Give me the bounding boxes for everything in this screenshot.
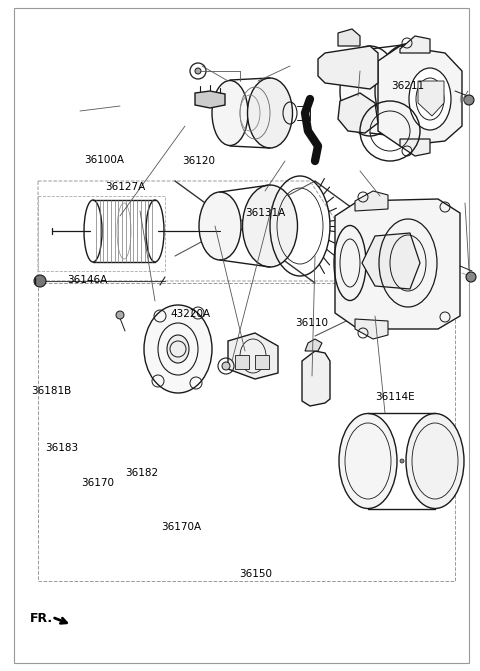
Circle shape bbox=[222, 362, 230, 370]
Polygon shape bbox=[335, 199, 460, 329]
Polygon shape bbox=[338, 29, 360, 46]
Text: 36182: 36182 bbox=[125, 468, 158, 478]
Ellipse shape bbox=[339, 413, 397, 509]
Ellipse shape bbox=[409, 68, 451, 130]
Polygon shape bbox=[305, 339, 322, 351]
Ellipse shape bbox=[212, 81, 248, 146]
Bar bbox=[235, 355, 249, 369]
Ellipse shape bbox=[167, 335, 189, 363]
Text: 36150: 36150 bbox=[239, 569, 272, 578]
Polygon shape bbox=[338, 93, 378, 133]
Circle shape bbox=[195, 68, 201, 74]
Polygon shape bbox=[318, 46, 378, 89]
Text: 36100A: 36100A bbox=[84, 155, 124, 164]
Text: 36146A: 36146A bbox=[67, 276, 108, 285]
Polygon shape bbox=[355, 191, 388, 211]
Polygon shape bbox=[355, 319, 388, 339]
Bar bbox=[255, 355, 269, 369]
Ellipse shape bbox=[144, 305, 212, 393]
Ellipse shape bbox=[406, 413, 464, 509]
Polygon shape bbox=[302, 351, 330, 406]
Circle shape bbox=[400, 459, 404, 463]
Text: 36110: 36110 bbox=[295, 319, 328, 328]
Ellipse shape bbox=[199, 192, 241, 260]
Circle shape bbox=[466, 272, 476, 282]
Text: 36211: 36211 bbox=[391, 81, 424, 91]
Ellipse shape bbox=[248, 78, 292, 148]
Text: 36120: 36120 bbox=[182, 156, 216, 166]
Text: 36170: 36170 bbox=[82, 478, 115, 488]
Polygon shape bbox=[228, 333, 278, 379]
Polygon shape bbox=[195, 91, 225, 108]
Polygon shape bbox=[418, 81, 444, 116]
Text: 36131A: 36131A bbox=[245, 209, 285, 218]
Polygon shape bbox=[378, 46, 462, 146]
Text: FR.: FR. bbox=[30, 613, 53, 625]
Circle shape bbox=[116, 311, 124, 319]
Text: 36183: 36183 bbox=[46, 444, 79, 453]
Polygon shape bbox=[400, 139, 430, 156]
Circle shape bbox=[34, 275, 46, 287]
Text: 36127A: 36127A bbox=[106, 182, 146, 191]
Polygon shape bbox=[400, 36, 430, 53]
Text: 36181B: 36181B bbox=[31, 386, 72, 395]
Text: 43220A: 43220A bbox=[170, 309, 211, 319]
Ellipse shape bbox=[242, 185, 298, 267]
Ellipse shape bbox=[340, 46, 400, 136]
Ellipse shape bbox=[375, 44, 445, 138]
Text: 36170A: 36170A bbox=[161, 522, 201, 531]
Text: 36114E: 36114E bbox=[375, 393, 415, 402]
Polygon shape bbox=[362, 233, 420, 289]
Circle shape bbox=[464, 95, 474, 105]
